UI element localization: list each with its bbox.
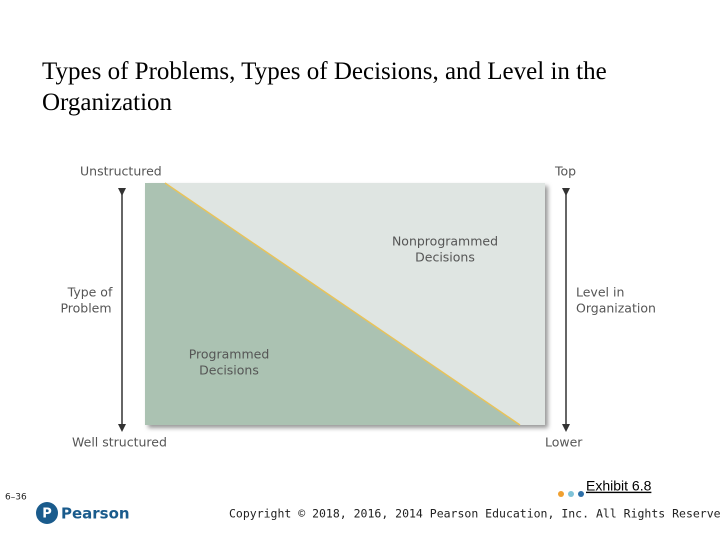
label: Decisions [415, 250, 475, 265]
logo-mark: P [42, 507, 52, 522]
slide-title: Types of Problems, Types of Decisions, a… [42, 58, 607, 116]
label: Level in [576, 285, 624, 300]
programmed-region [145, 183, 520, 425]
label: Lower [545, 435, 583, 450]
label: Well structured [72, 435, 167, 450]
dot [568, 491, 574, 497]
dot [558, 491, 564, 497]
label: Decisions [199, 363, 259, 378]
logo-icon [36, 502, 58, 524]
logo-text: Pearson [61, 505, 130, 523]
label: Type of [67, 285, 113, 300]
label: Nonprogrammed [392, 234, 498, 249]
copyright: Copyright © 2018, 2016, 2014 Pearson Edu… [229, 507, 720, 521]
page-number: 6–36 [5, 493, 27, 503]
label: Problem [60, 301, 111, 316]
exhibit: Exhibit 6.8 [586, 478, 652, 494]
label: Unstructured [80, 164, 162, 179]
label: Programmed [189, 347, 270, 362]
label: Top [554, 164, 576, 179]
label: Organization [576, 301, 656, 316]
dot [578, 491, 584, 497]
diagonal [164, 182, 521, 426]
